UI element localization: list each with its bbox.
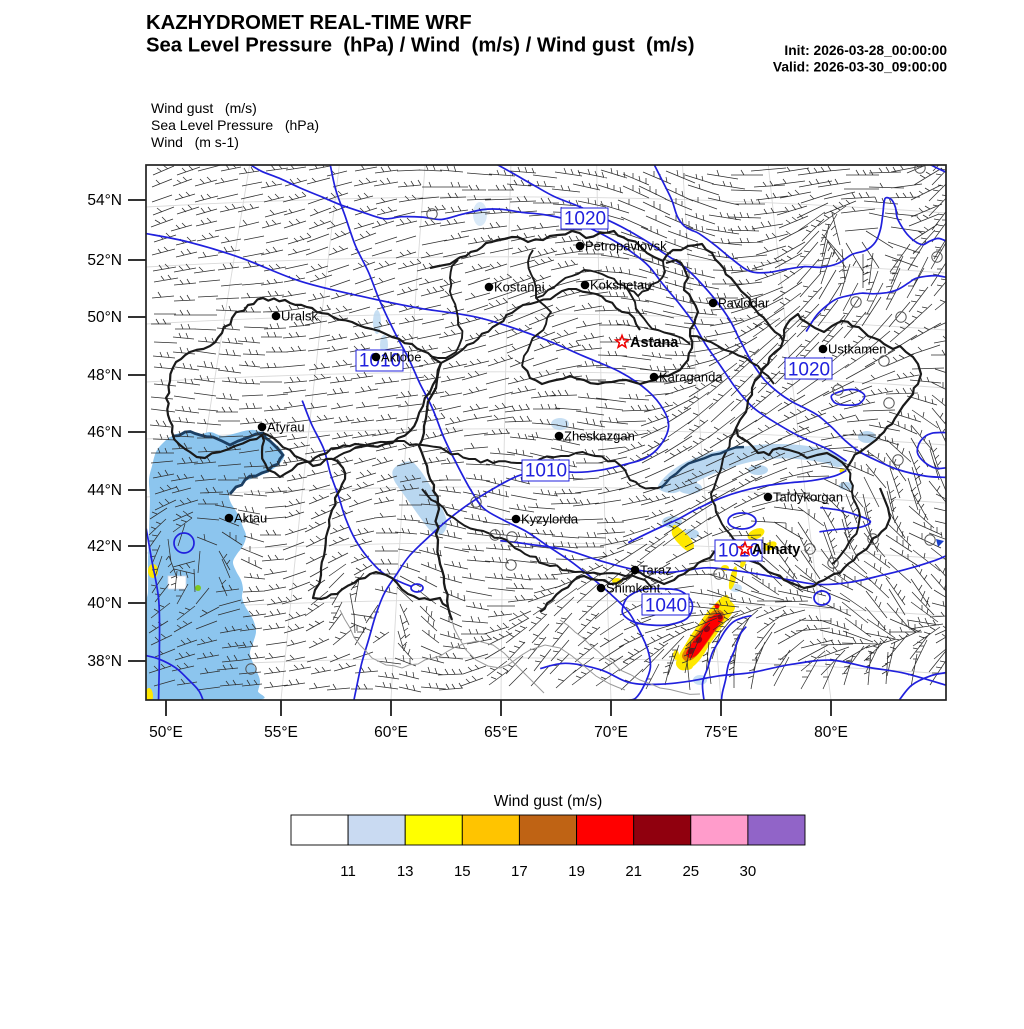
svg-text:19: 19 xyxy=(568,863,585,880)
svg-text:Pavlodar: Pavlodar xyxy=(718,296,770,311)
svg-text:1020: 1020 xyxy=(788,360,830,381)
svg-text:46°N: 46°N xyxy=(87,424,122,441)
svg-text:Uralsk: Uralsk xyxy=(281,309,318,324)
svg-text:44°N: 44°N xyxy=(87,482,122,499)
svg-text:17: 17 xyxy=(511,863,528,880)
svg-text:50°E: 50°E xyxy=(149,724,183,741)
svg-text:21: 21 xyxy=(625,863,642,880)
svg-text:Kostanai: Kostanai xyxy=(494,280,545,295)
svg-text:Kokshetau: Kokshetau xyxy=(590,278,651,293)
svg-text:Sea Level Pressure (hPa): Sea Level Pressure (hPa) xyxy=(151,117,319,133)
svg-text:Taraz: Taraz xyxy=(640,563,672,578)
svg-text:Taldykorgan: Taldykorgan xyxy=(773,490,843,505)
svg-text:Almaty: Almaty xyxy=(752,542,800,558)
svg-text:Wind gust (m/s): Wind gust (m/s) xyxy=(151,100,257,116)
svg-text:70°E: 70°E xyxy=(594,724,628,741)
svg-text:60°E: 60°E xyxy=(374,724,408,741)
svg-text:40°N: 40°N xyxy=(87,595,122,612)
svg-text:Karaganda: Karaganda xyxy=(659,370,723,385)
svg-text:Init: 2026-03-28_00:00:00: Init: 2026-03-28_00:00:00 xyxy=(784,43,947,58)
svg-text:Ustkamen: Ustkamen xyxy=(828,342,887,357)
svg-text:25: 25 xyxy=(682,863,699,880)
svg-text:50°N: 50°N xyxy=(87,309,122,326)
svg-text:30: 30 xyxy=(740,863,757,880)
svg-text:Kyzylorda: Kyzylorda xyxy=(521,512,579,527)
svg-text:1010: 1010 xyxy=(525,461,567,482)
svg-text:48°N: 48°N xyxy=(87,367,122,384)
svg-text:80°E: 80°E xyxy=(814,724,848,741)
svg-text:52°N: 52°N xyxy=(87,252,122,269)
svg-text:Petropavlovsk: Petropavlovsk xyxy=(585,239,667,254)
svg-text:65°E: 65°E xyxy=(484,724,518,741)
svg-text:Wind (m s-1): Wind (m s-1) xyxy=(151,134,239,150)
svg-text:Sea Level Pressure (hPa) / Wi: Sea Level Pressure (hPa) / Wind (m/s) / … xyxy=(146,35,694,57)
svg-text:42°N: 42°N xyxy=(87,538,122,555)
svg-text:Aktobe: Aktobe xyxy=(381,350,421,365)
svg-text:Wind gust (m/s): Wind gust (m/s) xyxy=(494,793,603,810)
svg-text:11: 11 xyxy=(340,863,356,880)
svg-text:1020: 1020 xyxy=(564,209,606,230)
svg-text:Atyrau: Atyrau xyxy=(267,420,305,435)
svg-text:15: 15 xyxy=(454,863,471,880)
svg-text:38°N: 38°N xyxy=(87,653,122,670)
svg-text:75°E: 75°E xyxy=(704,724,738,741)
svg-text:Zheskazgan: Zheskazgan xyxy=(564,429,635,444)
svg-text:Astana: Astana xyxy=(630,335,679,351)
svg-text:1010: 1010 xyxy=(718,541,760,562)
svg-text:1040: 1040 xyxy=(645,596,687,617)
svg-text:54°N: 54°N xyxy=(87,192,122,209)
svg-text:Aktau: Aktau xyxy=(234,511,267,526)
svg-text:Valid: 2026-03-30_09:00:00: Valid: 2026-03-30_09:00:00 xyxy=(773,60,947,75)
svg-text:Shimkent: Shimkent xyxy=(606,581,661,596)
svg-text:1010: 1010 xyxy=(359,351,401,372)
svg-text:13: 13 xyxy=(397,863,414,880)
svg-text:KAZHYDROMET REAL-TIME WRF: KAZHYDROMET REAL-TIME WRF xyxy=(146,12,472,34)
svg-text:55°E: 55°E xyxy=(264,724,298,741)
